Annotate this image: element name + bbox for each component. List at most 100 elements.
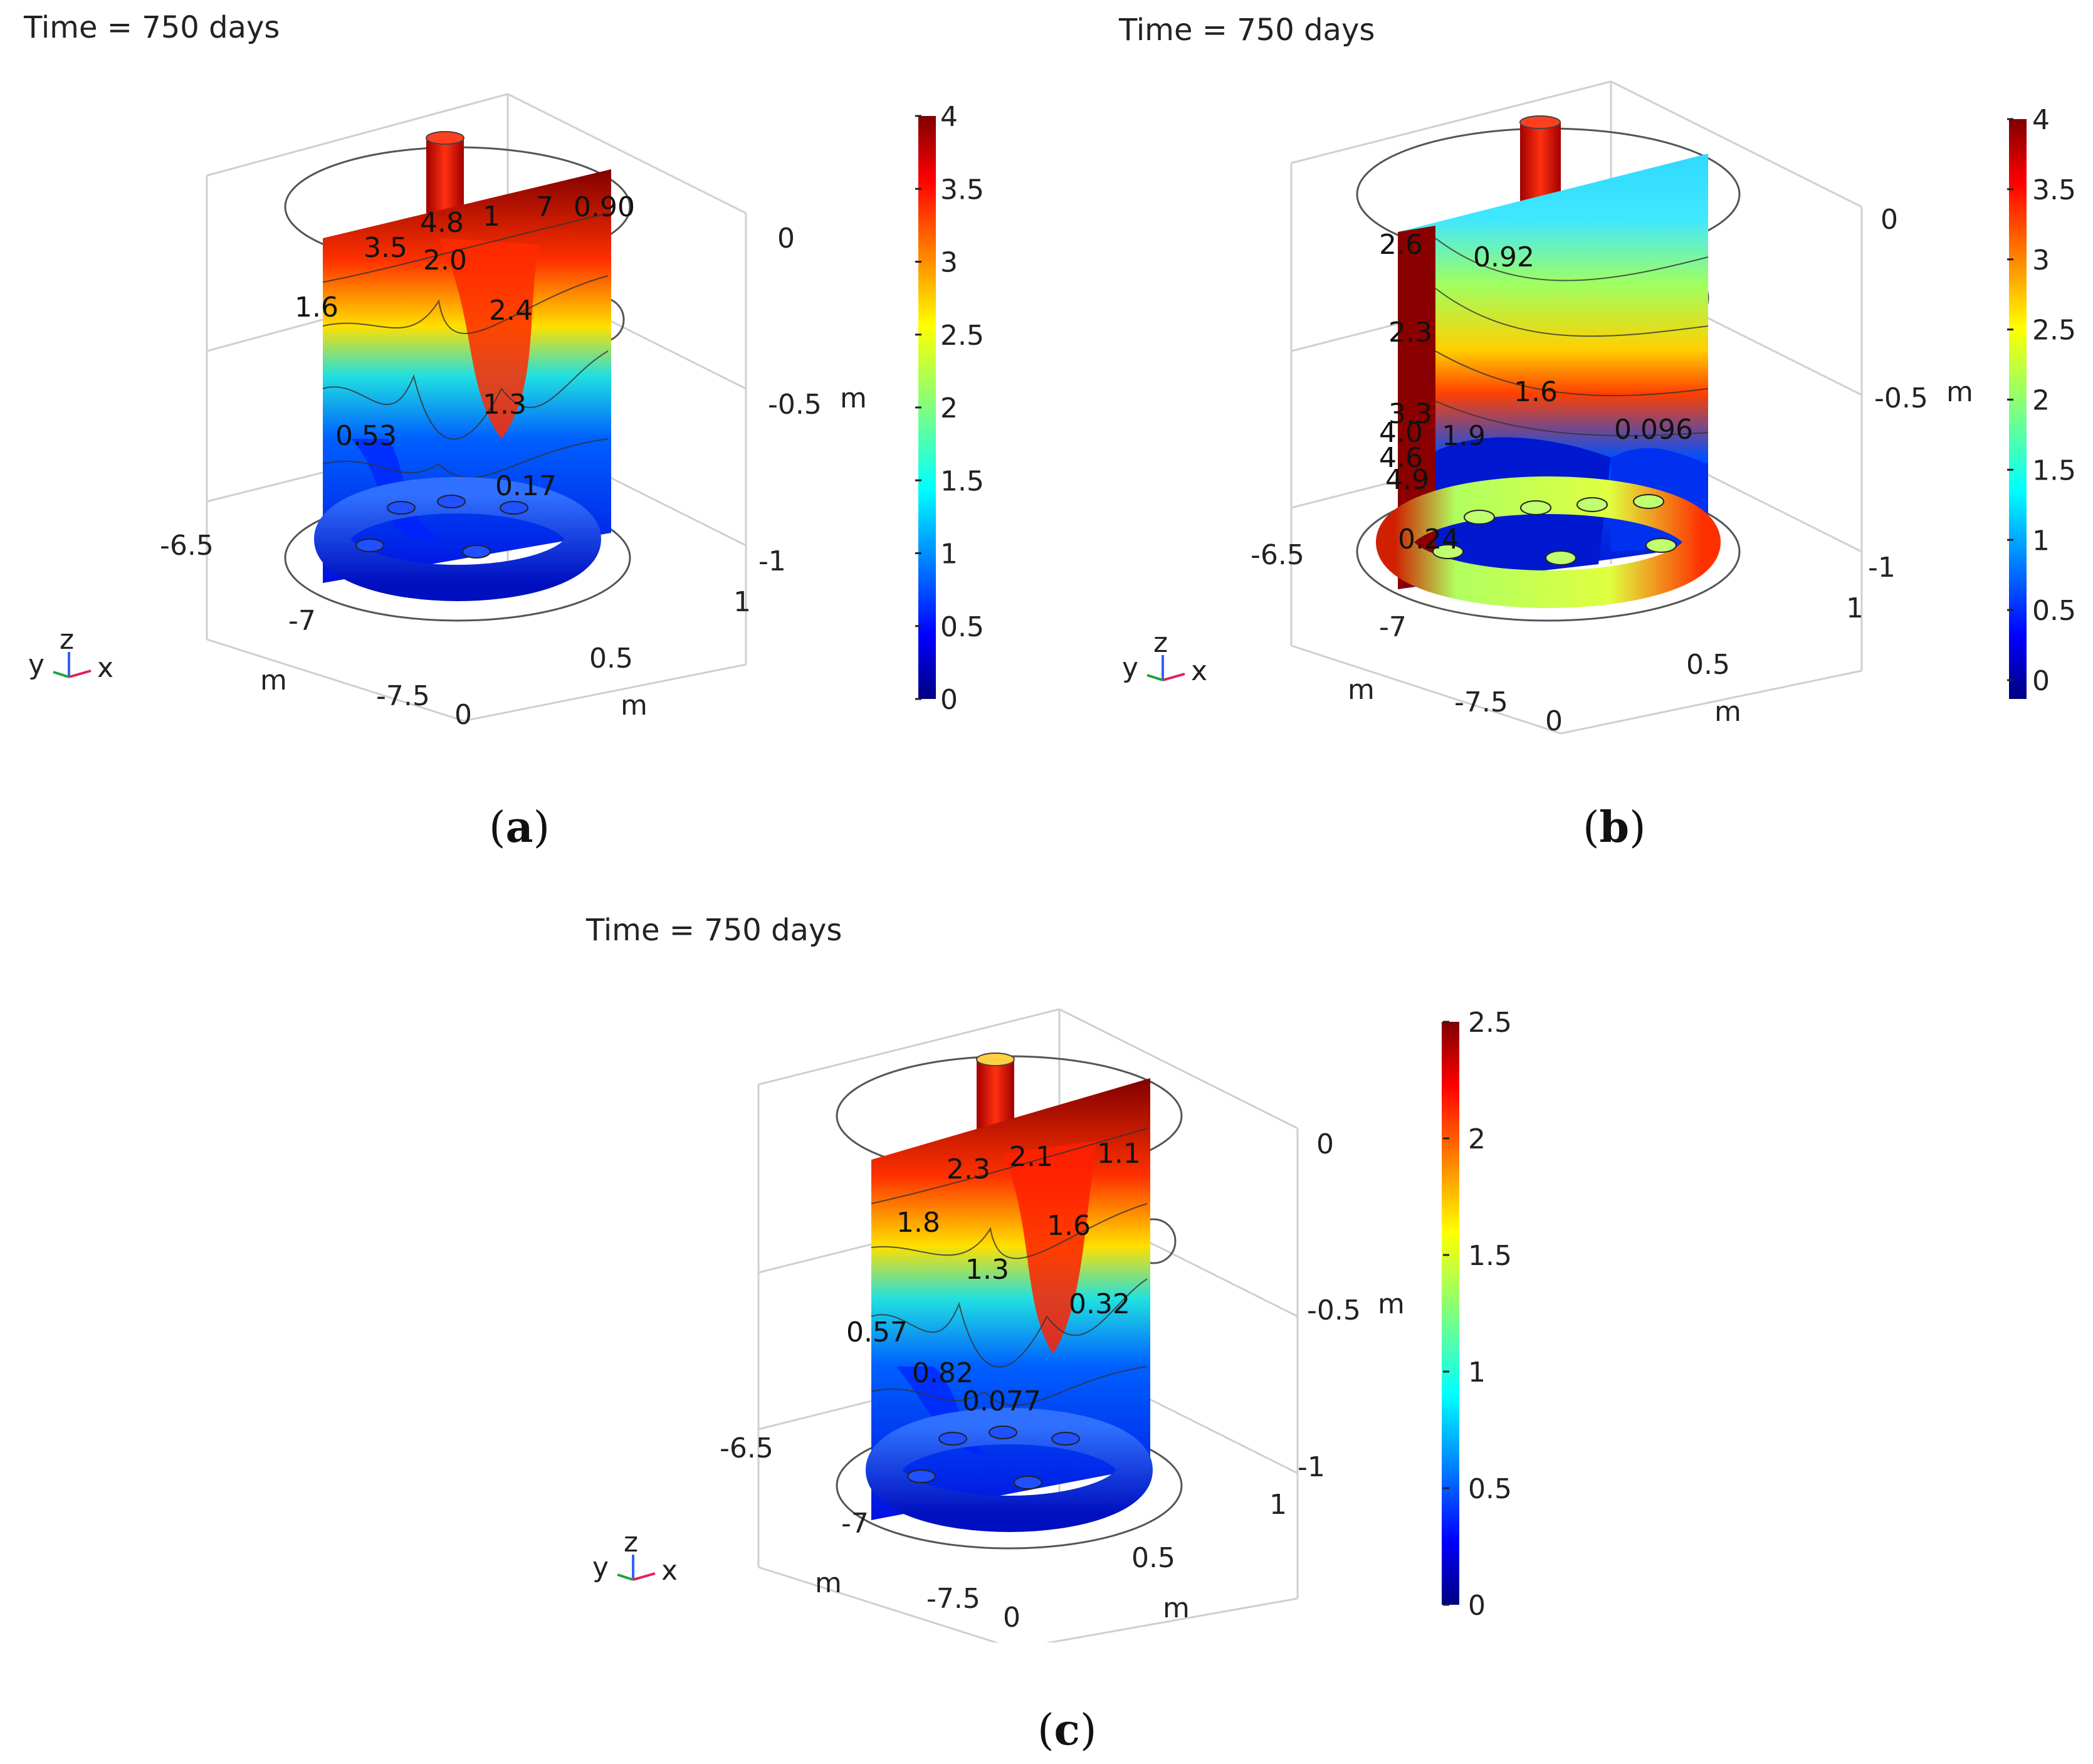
contour-label: 1.6 — [1047, 1210, 1091, 1242]
colorbar: 4 3.5 3 2.5 2 1.5 1 0.5 0 — [2007, 104, 2076, 699]
z-tick: -0.5 — [1307, 1294, 1361, 1326]
contour-label: 0.53 — [335, 420, 397, 452]
contour-label: 1.6 — [1514, 376, 1558, 408]
svg-text:x: x — [97, 652, 113, 684]
contour-label: 1.6 — [295, 291, 338, 323]
colorbar-tick-label: 1 — [2032, 525, 2050, 557]
colorbar-tick-label: 1.5 — [2032, 454, 2076, 486]
z-tick: -0.5 — [768, 389, 822, 421]
contour-label: 1.8 — [896, 1207, 940, 1239]
axis-ticks: 0 -0.5 m -1 -6.5 -7 -7.5 m 0 0.5 m 1 — [720, 1128, 1405, 1634]
x-tick: 1 — [1269, 1489, 1287, 1521]
x-tick: 0.5 — [1131, 1542, 1175, 1574]
panel-a-title: Time = 750 days — [24, 10, 280, 45]
x-tick: 1 — [733, 586, 751, 618]
colorbar: 4 3.5 3 2.5 2 1.5 1 0.5 0 — [915, 101, 984, 716]
contour-labels: 2.3 2.1 1.1 1.8 1.6 1.3 0.32 0.57 0.82 0… — [846, 1138, 1141, 1417]
y-tick: -7 — [288, 605, 316, 637]
chimney — [1520, 122, 1561, 204]
contour-label: 0.24 — [1398, 523, 1459, 555]
colorbar-gradient — [2009, 119, 2027, 699]
axis-ticks: 0 -0.5 m -1 -6.5 -7 -7.5 m 0 0.5 m 1 — [1251, 204, 1973, 737]
distributor-ring — [1376, 476, 1721, 608]
colorbar-tick-label: 3.5 — [940, 174, 984, 206]
y-tick: -7.5 — [376, 680, 430, 712]
y-tick: -6.5 — [160, 530, 214, 562]
contour-labels: 3.5 4.8 1 7 0.90 2.0 1.6 2.4 1.3 0.53 0.… — [295, 191, 635, 502]
colorbar-tick-label: 1.5 — [940, 465, 984, 497]
contour-label: 0.096 — [1614, 414, 1693, 446]
colorbar-tick-label: 1 — [940, 538, 958, 570]
contour-label: 4.9 — [1385, 464, 1429, 496]
panel-c-title: Time = 750 days — [586, 913, 842, 948]
y-unit: m — [1348, 674, 1375, 706]
contour-label: 4.6 — [1379, 442, 1423, 474]
panel-b: Time = 750 days — [1047, 0, 2093, 878]
contour-label: 1.9 — [1442, 420, 1486, 452]
colorbar-tick-label: 0 — [1468, 1590, 1486, 1622]
contour-label: 2.0 — [423, 244, 467, 276]
y-tick: -7.5 — [1454, 686, 1508, 718]
contour-label: 3.5 — [364, 232, 407, 264]
contour-label: 0.077 — [962, 1385, 1041, 1417]
contour-label: 1 — [483, 201, 500, 233]
colorbar-tick-label: 0.5 — [1468, 1473, 1512, 1505]
svg-text:y: y — [592, 1551, 609, 1583]
colorbar-tick-label: 0 — [940, 684, 958, 716]
z-unit: m — [840, 382, 867, 414]
z-tick: -1 — [758, 545, 786, 577]
contour-label: 0.57 — [846, 1316, 908, 1348]
z-unit: m — [1378, 1288, 1405, 1320]
colorbar-tick-label: 1 — [1468, 1357, 1486, 1389]
y-unit: m — [260, 664, 287, 696]
contour-label: 2.3 — [947, 1153, 990, 1185]
y-tick: -7.5 — [926, 1583, 980, 1615]
colorbar-tick-label: 3.5 — [2032, 174, 2076, 206]
colorbar-gradient — [1442, 1022, 1459, 1605]
colorbar-tick-label: 2 — [2032, 385, 2050, 417]
x-tick: 1 — [1846, 592, 1864, 624]
colorbar-tick-label: 4 — [2032, 104, 2050, 136]
svg-text:x: x — [1191, 655, 1207, 687]
colorbar-tick-label: 2.5 — [2032, 315, 2076, 347]
panel-b-letter: (b) — [1583, 802, 1646, 853]
contour-label: 4.8 — [420, 207, 464, 239]
svg-text:x: x — [661, 1555, 678, 1587]
x-unit: m — [621, 690, 648, 722]
svg-text:z: z — [1153, 627, 1168, 659]
y-tick: -7 — [841, 1508, 869, 1540]
panel-a: Time = 750 days — [0, 0, 1047, 878]
panel-c-letter: (c) — [1037, 1705, 1097, 1755]
x-tick: 0 — [1003, 1602, 1020, 1634]
colorbar-tick-label: 3 — [940, 247, 958, 279]
y-unit: m — [815, 1567, 842, 1599]
contour-label: 1.3 — [483, 389, 527, 421]
x-tick: 0.5 — [1686, 649, 1730, 681]
contour-label: 2.6 — [1379, 229, 1423, 261]
colorbar-tick-label: 0.5 — [940, 611, 984, 643]
contour-label: 7 — [536, 191, 553, 223]
colorbar: 2.5 2 1.5 1 0.5 0 — [1442, 1007, 1512, 1622]
colorbar-tick-label: 2 — [940, 392, 958, 424]
panel-b-title: Time = 750 days — [1119, 13, 1375, 48]
svg-text:z: z — [624, 1526, 638, 1558]
y-tick: -7 — [1379, 611, 1407, 643]
contour-label: 4.0 — [1379, 417, 1423, 449]
contour-label: 2.4 — [489, 295, 533, 327]
panel-a-letter: (a) — [489, 802, 550, 853]
y-tick: -6.5 — [720, 1432, 774, 1464]
colorbar-tick-label: 0.5 — [2032, 595, 2076, 627]
axis-triad: y z x — [28, 624, 113, 684]
contour-label: 0.92 — [1473, 241, 1534, 273]
x-unit: m — [1714, 696, 1741, 728]
svg-text:y: y — [28, 649, 45, 681]
contour-label: 0.90 — [574, 191, 635, 223]
colorbar-tick-label: 2 — [1468, 1123, 1486, 1155]
z-tick: 0 — [777, 223, 795, 255]
z-unit: m — [1946, 376, 1973, 408]
contour-label: 0.82 — [912, 1357, 973, 1389]
contour-label: 3.3 — [1388, 398, 1432, 430]
panel-b-plot: 2.6 0.92 2.3 1.6 3.3 4.0 1.9 0.096 4.6 4… — [1122, 80, 2076, 737]
colorbar-tick-label: 4 — [940, 101, 958, 133]
z-tick: -1 — [1298, 1451, 1325, 1483]
